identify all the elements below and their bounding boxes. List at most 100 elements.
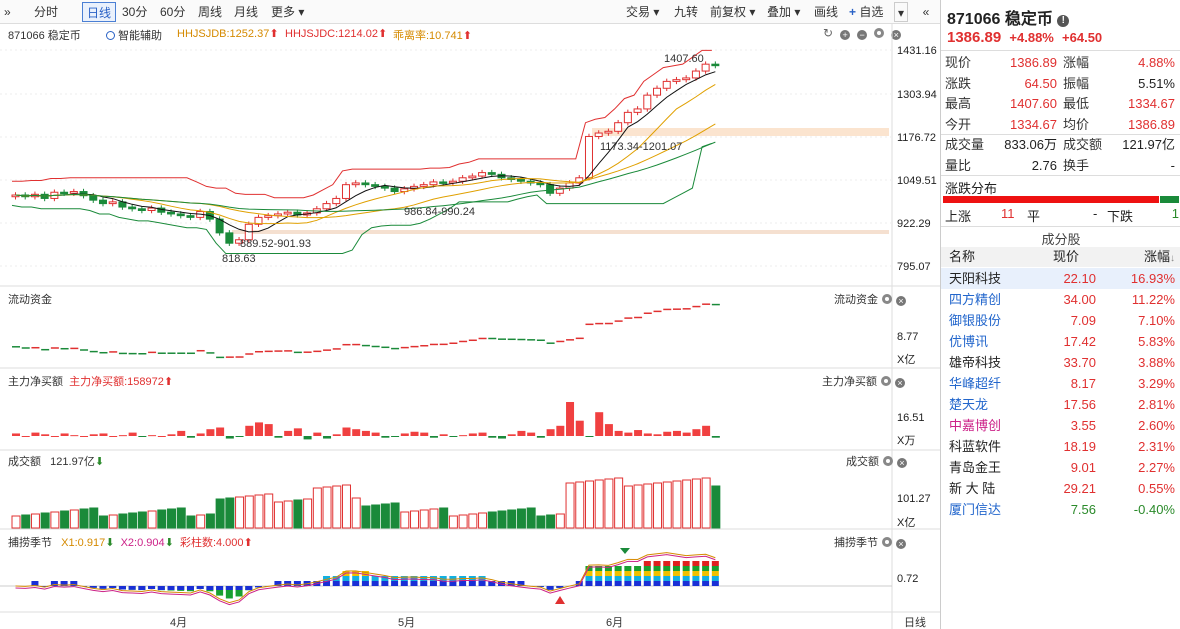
- close-icon[interactable]: ×: [891, 30, 902, 40]
- season-bar: [449, 581, 457, 586]
- quote-value: -: [1170, 157, 1175, 173]
- tab-60min[interactable]: 60分: [160, 5, 186, 19]
- collapse-icon[interactable]: »: [4, 5, 11, 19]
- volume-bar: [526, 507, 536, 529]
- constituent-change: 2.60%: [1138, 418, 1175, 433]
- tab-30min[interactable]: 30分: [122, 5, 148, 19]
- tab-more[interactable]: 更多 ▾: [271, 5, 305, 19]
- constituent-row[interactable]: 雄帝科技 33.70 3.88%: [941, 352, 1180, 373]
- constituent-row[interactable]: 科蓝软件 18.19 2.31%: [941, 436, 1180, 457]
- season-bar: [371, 581, 379, 586]
- tab-fenshi[interactable]: 分时: [34, 5, 59, 19]
- tab-week[interactable]: 周线: [198, 5, 223, 19]
- close-icon[interactable]: ×: [895, 378, 905, 388]
- add-watchlist-button[interactable]: + 自选: [849, 5, 884, 19]
- constituent-row[interactable]: 楚天龙 17.56 2.81%: [941, 394, 1180, 415]
- season-bar: [99, 586, 107, 589]
- quote-value: 2.76: [1031, 157, 1057, 173]
- minus-icon[interactable]: −: [857, 30, 868, 40]
- close-icon[interactable]: ×: [896, 539, 906, 549]
- quote-row: 最高 1407.60 最低 1334.67: [941, 94, 1180, 114]
- season-bar: [711, 581, 719, 586]
- season-bar: [361, 581, 369, 586]
- season-bar: [711, 571, 719, 576]
- constituent-row[interactable]: 新 大 陆 29.21 0.55%: [941, 478, 1180, 499]
- season-bar: [439, 581, 447, 586]
- season-bar: [672, 581, 680, 586]
- constituent-row[interactable]: 御银股份 7.09 7.10%: [941, 310, 1180, 331]
- ma-line: [15, 141, 716, 212]
- jiuzhuan-button[interactable]: 九转: [674, 5, 699, 19]
- season-bar: [604, 581, 612, 586]
- season-bar: [50, 581, 58, 586]
- smart-assist-toggle[interactable]: 智能辅助: [106, 27, 162, 43]
- season-bar: [604, 566, 612, 571]
- volume-bar: [439, 507, 449, 529]
- add-icon[interactable]: +: [840, 30, 851, 40]
- volume-bar: [390, 502, 400, 529]
- constituent-change: 2.27%: [1138, 460, 1175, 475]
- net-bar: [21, 436, 30, 437]
- kline-chart[interactable]: [0, 24, 940, 629]
- distribution-title: 涨跌分布: [945, 181, 998, 196]
- net-bar: [148, 435, 157, 437]
- gear-icon[interactable]: [883, 456, 893, 466]
- refresh-icon[interactable]: ↻: [823, 26, 834, 40]
- season-bar: [653, 576, 661, 581]
- draw-button[interactable]: 画线: [814, 5, 839, 19]
- info-icon[interactable]: !: [1057, 15, 1070, 27]
- net-bar: [585, 436, 594, 437]
- dropdown-icon[interactable]: ▾: [894, 2, 908, 22]
- trade-button[interactable]: 交易 ▾: [626, 5, 660, 19]
- season-bar: [323, 581, 331, 586]
- season-bar: [711, 566, 719, 571]
- net-bar: [186, 436, 195, 438]
- volume-bar: [196, 514, 206, 529]
- quote-key: 今开: [945, 116, 972, 132]
- constituent-row[interactable]: 华峰超纤 8.17 3.29%: [941, 373, 1180, 394]
- quote-row: 现价 1386.89 涨幅 4.88%: [941, 53, 1180, 73]
- gear-icon[interactable]: [874, 28, 885, 38]
- constituent-row[interactable]: 青岛金王 9.01 2.27%: [941, 457, 1180, 478]
- flow-value: 8.77: [897, 331, 919, 343]
- tab-month[interactable]: 月线: [234, 5, 259, 19]
- constituent-row[interactable]: 天阳科技 22.10 16.93%: [941, 268, 1180, 289]
- volume-bar: [623, 485, 633, 529]
- constituent-row[interactable]: 四方精创 34.00 11.22%: [941, 289, 1180, 310]
- close-icon[interactable]: ×: [896, 296, 906, 306]
- season-bar: [381, 581, 389, 586]
- ma-line: [15, 84, 716, 225]
- overlay-button[interactable]: 叠加 ▾: [767, 5, 801, 19]
- net-bar: [284, 430, 293, 436]
- constituent-name: 雄帝科技: [949, 355, 1002, 370]
- net-bar: [41, 434, 50, 436]
- volume-bar: [371, 504, 381, 529]
- gear-icon[interactable]: [882, 537, 892, 547]
- season-bar: [206, 586, 214, 590]
- season-value: 0.72: [897, 573, 919, 585]
- candle-body: [565, 182, 574, 189]
- constituent-row[interactable]: 中嘉博创 3.55 2.60%: [941, 415, 1180, 436]
- col-change[interactable]: 涨幅↓: [1143, 249, 1175, 264]
- season-bar: [41, 586, 49, 587]
- gear-icon[interactable]: [882, 294, 892, 304]
- adjust-button[interactable]: 前复权 ▾: [710, 5, 756, 19]
- volume-bar: [458, 514, 468, 529]
- volume-bar: [555, 513, 565, 529]
- col-name[interactable]: 名称: [949, 249, 976, 264]
- gear-icon[interactable]: [881, 376, 891, 386]
- col-price[interactable]: 现价: [1053, 249, 1080, 264]
- constituent-row[interactable]: 厦门信达 7.56 -0.40%: [941, 499, 1180, 520]
- constituent-change: 0.55%: [1138, 481, 1175, 496]
- constituent-row[interactable]: 优博讯 17.42 5.83%: [941, 331, 1180, 352]
- volume-bar: [419, 509, 429, 529]
- quote-value: 1334.67: [1128, 96, 1175, 111]
- tab-day[interactable]: 日线: [82, 2, 117, 22]
- collapse-right-icon[interactable]: «: [922, 5, 930, 19]
- close-icon[interactable]: ×: [897, 458, 907, 468]
- season-bar: [216, 586, 224, 596]
- season-bar: [167, 586, 175, 590]
- quote-key: 涨幅: [1063, 55, 1090, 70]
- indicator-hhjsjdb: HHJSJDB:1252.37⬆: [177, 28, 279, 40]
- season-bar: [225, 586, 233, 590]
